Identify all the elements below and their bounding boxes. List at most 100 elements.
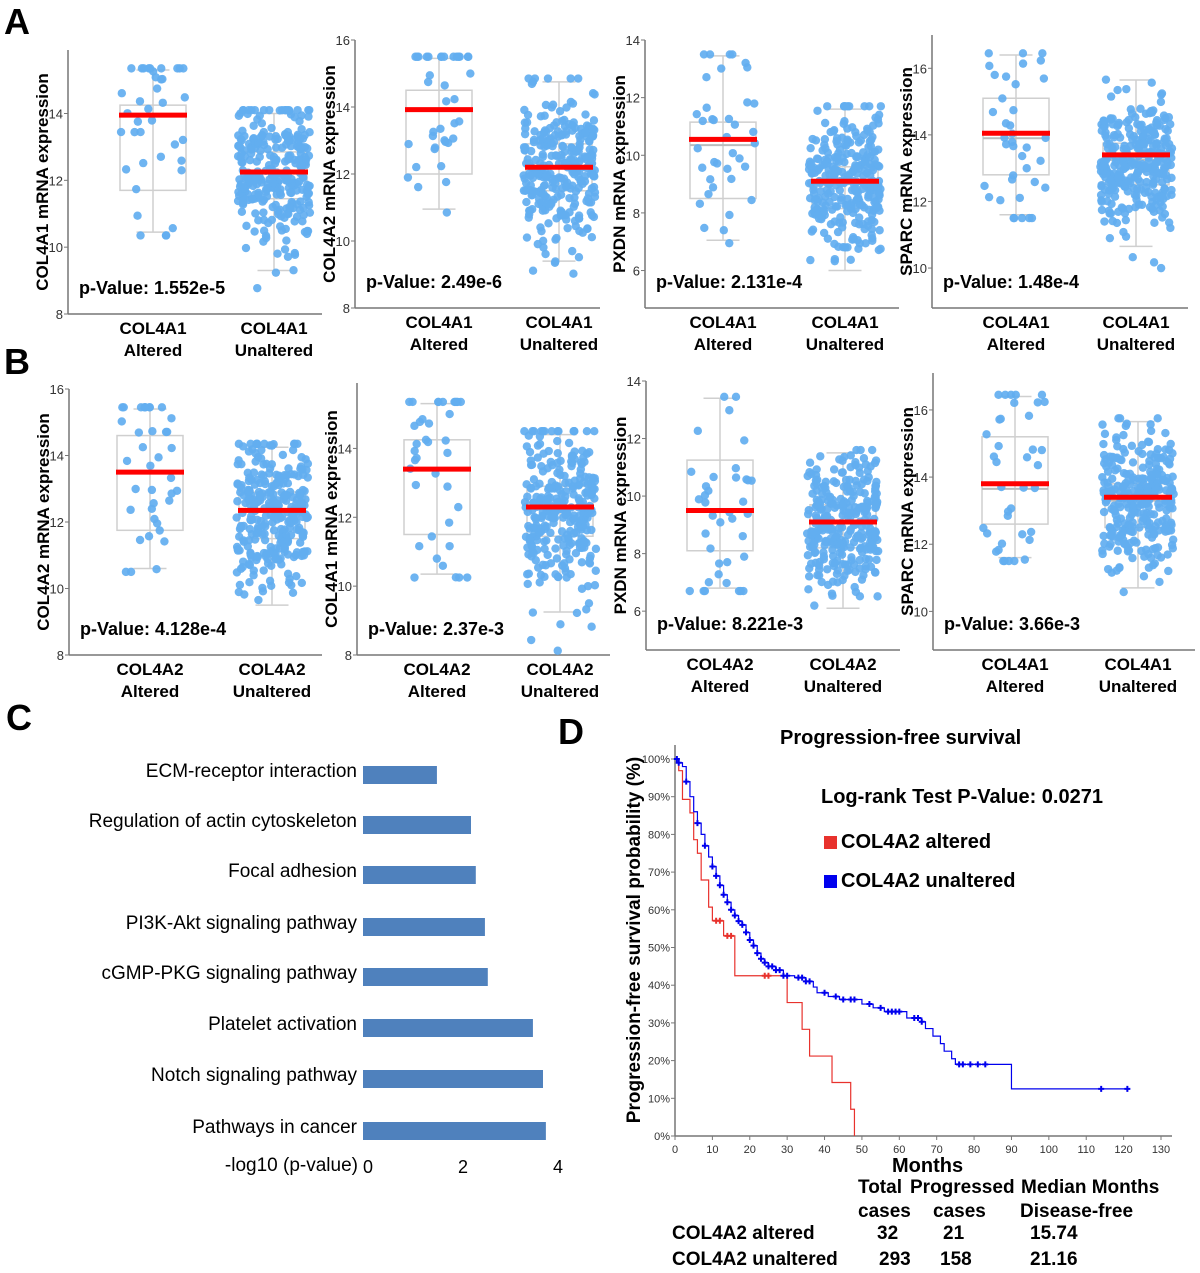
x-category-label: Altered — [408, 682, 467, 701]
data-point — [413, 182, 423, 192]
y-axis-label: SPARC mRNA expression — [897, 67, 916, 276]
y-tick-label: 16 — [336, 33, 350, 48]
data-point — [731, 392, 741, 402]
y-tick-label: 16 — [50, 382, 64, 397]
data-point — [1104, 189, 1113, 199]
censor-mark — [739, 921, 746, 928]
data-point — [843, 124, 852, 133]
data-point — [830, 217, 839, 226]
data-point — [1160, 525, 1169, 534]
data-point — [271, 156, 281, 165]
data-point — [526, 456, 536, 465]
data-point — [524, 521, 533, 531]
bar-category-label: ECM-receptor interaction — [145, 761, 357, 782]
data-point — [304, 182, 313, 191]
data-point — [1037, 445, 1047, 455]
data-point — [545, 483, 554, 493]
data-point — [1006, 390, 1016, 400]
data-point — [154, 453, 163, 462]
censor-mark — [743, 929, 750, 936]
y-tick-label: 8 — [57, 648, 64, 663]
x-category-label: Unaltered — [804, 677, 882, 696]
censor-mark — [728, 906, 735, 913]
data-point — [160, 537, 169, 546]
data-point — [871, 456, 881, 465]
data-point — [172, 486, 182, 495]
data-point — [293, 142, 302, 151]
data-point — [538, 467, 548, 476]
data-point — [854, 463, 864, 472]
data-point — [520, 497, 530, 507]
data-point — [1018, 59, 1028, 68]
data-point — [259, 127, 268, 137]
data-point — [244, 559, 254, 569]
data-point — [857, 575, 867, 584]
data-point — [1115, 563, 1124, 572]
data-point — [1102, 140, 1112, 149]
data-point — [1128, 253, 1137, 262]
data-point — [822, 511, 832, 521]
data-point — [814, 214, 824, 223]
censor-mark — [840, 996, 847, 1003]
data-point — [1131, 202, 1140, 212]
data-point — [147, 485, 157, 495]
data-point — [410, 573, 419, 582]
censor-mark — [877, 1004, 884, 1011]
data-point — [519, 186, 529, 195]
data-point — [858, 533, 867, 542]
data-point — [293, 105, 302, 115]
y-tick-label: 14 — [913, 128, 927, 143]
data-point — [1153, 414, 1162, 423]
y-tick-label: 10 — [336, 234, 350, 249]
data-point — [1146, 426, 1156, 436]
data-point — [539, 189, 548, 199]
data-point — [738, 531, 747, 541]
data-point — [863, 467, 872, 476]
data-point — [565, 193, 574, 203]
data-point — [1115, 133, 1125, 142]
x-tick-label: 100 — [1040, 1144, 1058, 1156]
data-point — [564, 535, 573, 544]
data-point — [1111, 157, 1120, 167]
x-category-label: Altered — [694, 335, 753, 354]
bar-category-label: Regulation of actin cytoskeleton — [88, 811, 357, 832]
data-point — [257, 523, 266, 532]
data-point — [1098, 420, 1107, 429]
data-point — [812, 154, 822, 163]
censor-mark — [784, 972, 791, 979]
data-point — [835, 455, 844, 464]
data-point — [1139, 139, 1148, 148]
y-tick-label: 14 — [914, 470, 928, 485]
data-point — [1112, 435, 1121, 445]
data-point — [539, 181, 549, 191]
data-point — [271, 544, 281, 553]
data-point — [299, 203, 308, 213]
censor-mark — [746, 936, 753, 943]
data-point — [588, 124, 598, 134]
data-point — [719, 226, 728, 235]
data-point — [724, 114, 734, 124]
data-point — [838, 500, 847, 510]
data-point — [1119, 430, 1128, 440]
data-point — [869, 193, 878, 202]
data-point — [273, 207, 283, 216]
x-category-label: Unaltered — [1097, 335, 1175, 354]
table-cell-total: 32 — [877, 1223, 899, 1244]
data-point — [847, 148, 856, 158]
data-point — [421, 435, 431, 445]
data-point — [276, 524, 286, 534]
data-point — [1026, 527, 1036, 537]
data-point — [563, 223, 572, 233]
data-point — [533, 545, 542, 555]
data-point — [415, 542, 424, 551]
data-point — [587, 211, 597, 220]
censor-mark — [709, 863, 716, 870]
data-point — [302, 229, 312, 239]
data-point — [582, 427, 592, 436]
data-point — [1126, 173, 1136, 182]
data-point — [436, 124, 445, 133]
y-tick-label: 30% — [648, 1018, 670, 1030]
censor-mark — [896, 1008, 903, 1015]
data-point — [1102, 133, 1111, 143]
data-point — [1164, 458, 1174, 468]
